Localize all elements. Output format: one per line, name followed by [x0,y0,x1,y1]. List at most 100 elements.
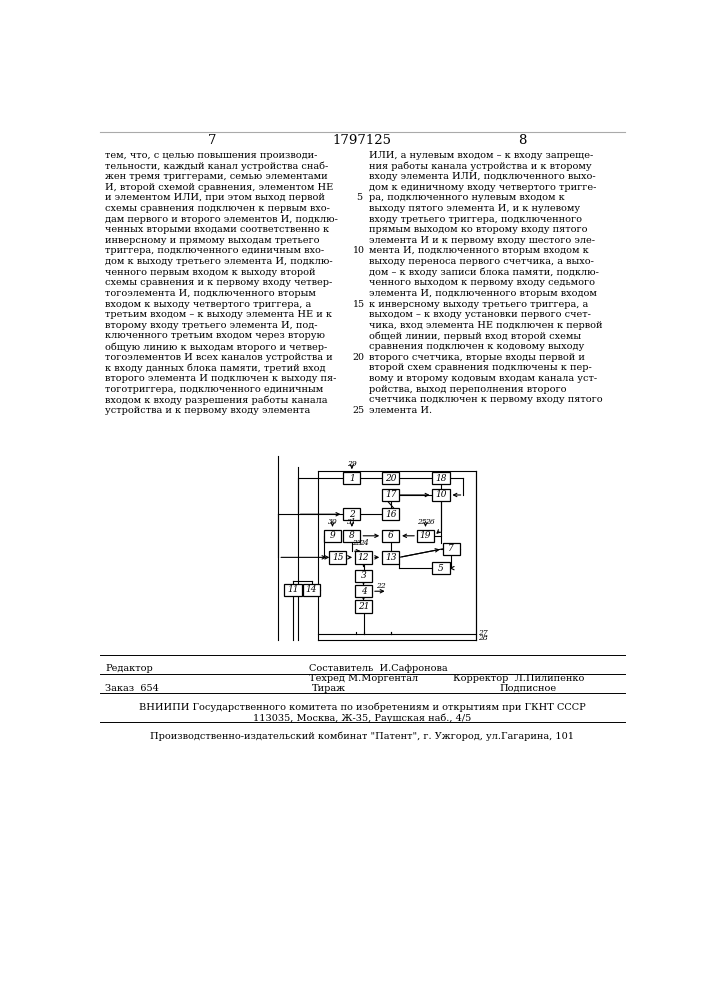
Text: 3: 3 [361,571,366,580]
Text: Подписное: Подписное [499,684,556,693]
Text: элемента И и к первому входу шестого эле-: элемента И и к первому входу шестого эле… [369,236,595,245]
Text: 16: 16 [385,510,397,519]
Text: 2: 2 [349,510,355,519]
Text: ройства, выход переполнения второго: ройства, выход переполнения второго [369,385,566,394]
Text: входом к входу разрешения работы канала: входом к входу разрешения работы канала [105,395,328,405]
Text: 12: 12 [358,553,369,562]
Text: 5: 5 [438,564,444,573]
Text: 30: 30 [327,518,337,526]
Bar [329,551,346,564]
Text: Техред М.Моргентал: Техред М.Моргентал [309,674,419,683]
Bar [382,472,399,484]
Text: тоготриггера, подключенного единичным: тоготриггера, подключенного единичным [105,385,324,394]
Text: дом – к входу записи блока памяти, подклю-: дом – к входу записи блока памяти, подкл… [369,268,599,277]
Text: 17: 17 [385,490,397,499]
Text: 14: 14 [306,585,317,594]
Text: общей линии, первый вход второй схемы: общей линии, первый вход второй схемы [369,331,581,341]
Bar [284,584,301,596]
Bar [344,530,361,542]
Text: тогоэлементов И всех каналов устройства и: тогоэлементов И всех каналов устройства … [105,353,333,362]
Text: 5: 5 [356,193,362,202]
Text: счетчика подключен к первому входу пятого: счетчика подключен к первому входу пятог… [369,395,602,404]
Text: 22: 22 [376,582,386,590]
Text: тем, что, с целью повышения производи-: тем, что, с целью повышения производи- [105,151,318,160]
Text: дом к выходу третьего элемента И, подклю-: дом к выходу третьего элемента И, подклю… [105,257,333,266]
Bar [355,600,372,613]
Text: к входу данных блока памяти, третий вход: к входу данных блока памяти, третий вход [105,363,326,373]
Text: выходу переноса первого счетчика, а выхо-: выходу переноса первого счетчика, а выхо… [369,257,594,266]
Text: чика, вход элемента НЕ подключен к первой: чика, вход элемента НЕ подключен к перво… [369,321,602,330]
Bar [382,489,399,501]
Text: Составитель  И.Сафронова: Составитель И.Сафронова [309,664,448,673]
Text: схемы сравнения и к первому входу четвер-: схемы сравнения и к первому входу четвер… [105,278,333,287]
Text: общую линию к выходам второго и четвер-: общую линию к выходам второго и четвер- [105,342,327,352]
Text: 19: 19 [420,531,431,540]
Bar [355,585,372,597]
Text: 27: 27 [478,629,488,637]
Text: ченного выходом к первому входу седьмого: ченного выходом к первому входу седьмого [369,278,595,287]
Text: второго элемента И подключен к выходу пя-: второго элемента И подключен к выходу пя… [105,374,337,383]
Text: 4: 4 [361,587,366,596]
Text: 6: 6 [387,531,394,540]
Text: входом к выходу четвертого триггера, а: входом к выходу четвертого триггера, а [105,300,312,309]
Text: дам первого и второго элементов И, подклю-: дам первого и второго элементов И, подкл… [105,215,339,224]
Text: 11: 11 [287,585,299,594]
Text: 15: 15 [332,553,344,562]
Text: 113035, Москва, Ж-35, Раушская наб., 4/5: 113035, Москва, Ж-35, Раушская наб., 4/5 [253,714,471,723]
Bar [344,508,361,520]
Text: третьим входом – к выходу элемента НЕ и к: третьим входом – к выходу элемента НЕ и … [105,310,332,319]
Text: 24: 24 [359,539,369,547]
Text: Заказ  654: Заказ 654 [105,684,159,693]
Text: элемента И.: элемента И. [369,406,432,415]
Text: Тираж: Тираж [312,684,346,693]
Text: тогоэлемента И, подключенного вторым: тогоэлемента И, подключенного вторым [105,289,316,298]
Text: выходу пятого элемента И, и к нулевому: выходу пятого элемента И, и к нулевому [369,204,580,213]
Text: 8: 8 [349,531,355,540]
Bar [355,551,372,564]
Text: 28: 28 [478,634,488,642]
Text: 8: 8 [518,134,527,147]
Text: 1797125: 1797125 [332,134,392,147]
Bar [443,543,460,555]
Text: второму входу третьего элемента И, под-: второму входу третьего элемента И, под- [105,321,318,330]
Text: 29: 29 [347,460,357,468]
Bar [433,489,450,501]
Bar [324,530,341,542]
Text: 13: 13 [385,553,397,562]
Text: 7: 7 [448,544,454,553]
Bar [303,584,320,596]
Text: сравнения подключен к кодовому выходу: сравнения подключен к кодовому выходу [369,342,584,351]
Text: ИЛИ, а нулевым входом – к входу запреще-: ИЛИ, а нулевым входом – к входу запреще- [369,151,593,160]
Bar [433,562,450,574]
Text: И, второй схемой сравнения, элементом НЕ: И, второй схемой сравнения, элементом НЕ [105,183,334,192]
Text: Корректор  Л.Пилипенко: Корректор Л.Пилипенко [452,674,584,683]
Text: 18: 18 [436,474,447,483]
Text: ключенного третьим входом через вторую: ключенного третьим входом через вторую [105,331,325,340]
Text: 20: 20 [385,474,397,483]
Text: мента И, подключенного вторым входом к: мента И, подключенного вторым входом к [369,246,589,255]
Text: 26: 26 [426,518,435,526]
Text: 23: 23 [351,539,361,547]
Text: 9: 9 [329,531,335,540]
Text: 1: 1 [349,474,355,483]
Text: 25: 25 [353,406,365,415]
Text: Редактор: Редактор [105,664,153,673]
Text: ния работы канала устройства и к второму: ния работы канала устройства и к второму [369,161,592,171]
Bar [344,472,361,484]
Text: 10: 10 [436,490,447,499]
Text: ченных вторыми входами соответственно к: ченных вторыми входами соответственно к [105,225,329,234]
Text: 31: 31 [347,518,357,526]
Text: входу элемента ИЛИ, подключенного выхо-: входу элемента ИЛИ, подключенного выхо- [369,172,595,181]
Text: ВНИИПИ Государственного комитета по изобретениям и открытиям при ГКНТ СССР: ВНИИПИ Государственного комитета по изоб… [139,703,585,712]
Text: устройства и к первому входу элемента: устройства и к первому входу элемента [105,406,310,415]
Text: 20: 20 [353,353,365,362]
Text: триггера, подключенного единичным вхо-: триггера, подключенного единичным вхо- [105,246,325,255]
Text: ченного первым входом к выходу второй: ченного первым входом к выходу второй [105,268,316,277]
Bar [417,530,434,542]
Text: 21: 21 [358,602,369,611]
Text: схемы сравнения подключен к первым вхо-: схемы сравнения подключен к первым вхо- [105,204,330,213]
Text: Производственно-издательский комбинат "Патент", г. Ужгород, ул.Гагарина, 101: Производственно-издательский комбинат "П… [150,731,574,741]
Text: к инверсному выходу третьего триггера, а: к инверсному выходу третьего триггера, а [369,300,588,309]
Text: второй схем сравнения подключены к пер-: второй схем сравнения подключены к пер- [369,363,592,372]
Bar [382,551,399,564]
